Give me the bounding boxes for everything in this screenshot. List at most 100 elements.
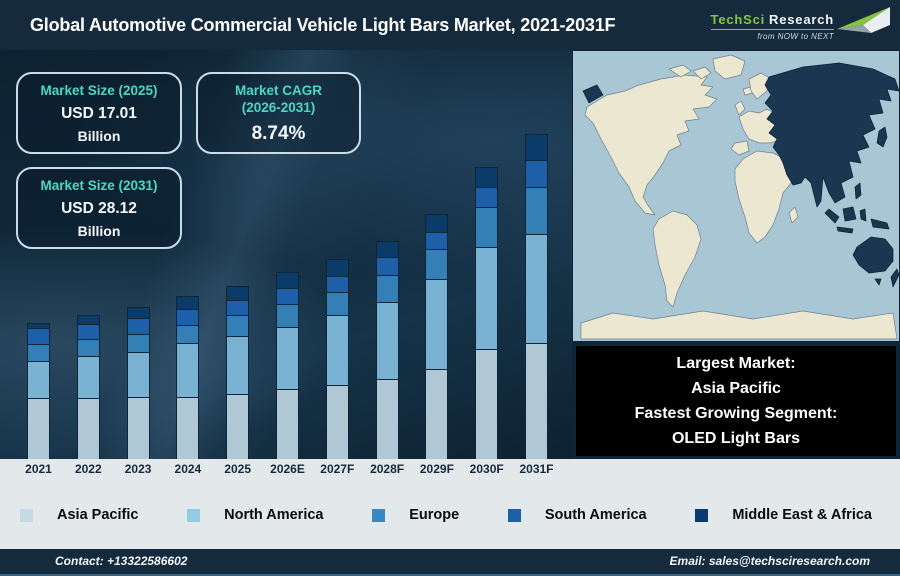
x-tick-2031f: 2031F [519,462,554,476]
market-callout-box: Largest Market: Asia Pacific Fastest Gro… [576,346,896,456]
region-scandinavia [748,72,772,100]
island-sumatra [824,208,840,224]
region-australia-highlight [852,236,894,274]
continent-south-america [652,210,702,308]
stat-label: Market Size (2025) [40,83,158,98]
logo-brand-secondary: Research [769,11,834,27]
segment-south-america [126,318,150,334]
segment-middle-east-africa [375,241,399,257]
segment-north-america [525,234,548,343]
segment-asia-pacific [126,397,150,459]
stat-card-market-size-2025: Market Size (2025) USD 17.01 Billion [16,72,182,154]
legend-swatch-middle-east-africa [695,508,709,522]
bar-2021 [27,323,50,459]
segment-asia-pacific [27,398,50,459]
logo-arrow-icon [837,7,890,33]
segment-south-america [27,328,50,344]
segment-north-america [475,247,499,349]
segment-middle-east-africa [425,214,449,232]
segment-europe [226,315,250,336]
segment-asia-pacific [226,394,250,459]
bar-2025 [226,286,250,459]
segment-north-america [425,279,449,369]
segment-south-america [276,288,299,304]
segment-middle-east-africa [475,167,499,187]
legend-item-asia-pacific: Asia Pacific [20,507,138,523]
legend-item-europe: Europe [372,507,459,523]
segment-north-america [375,302,399,379]
stat-label-line2: (2026-2031) [241,99,316,115]
region-asia-highlight [764,62,900,208]
segment-middle-east-africa [325,259,349,276]
x-tick-2029f: 2029F [419,462,454,476]
stat-label: Market Size (2031) [40,178,158,193]
segment-south-america [76,324,100,339]
callout-line-3: Fastest Growing Segment: [634,405,838,422]
segment-north-america [176,343,200,397]
island-madagascar [788,206,799,224]
stat-unit: Billion [77,128,121,144]
continent-antarctica [580,310,898,340]
stat-label: Market CAGR [234,82,323,98]
stat-card-market-size-2031: Market Size (2031) USD 28.12 Billion [16,167,182,249]
x-tick-2021: 2021 [25,462,52,476]
legend-label-asia-pacific: Asia Pacific [57,507,139,523]
segment-south-america [325,276,349,292]
segment-europe [276,304,299,327]
stat-value: USD 17.01 [61,105,137,122]
legend-label-north-america: North America [224,507,324,523]
footer-bar: Contact: +13322586602 Email: sales@techs… [0,549,900,576]
segment-middle-east-africa [276,272,299,288]
techsci-logo: TechSci Research from NOW to NEXT [710,4,892,48]
x-tick-2027f: 2027F [320,462,355,476]
segment-asia-pacific [76,398,100,459]
segment-asia-pacific [176,397,200,459]
segment-south-america [425,232,449,249]
segment-south-america [176,309,200,325]
map-panel: Largest Market: Asia Pacific Fastest Gro… [572,50,900,459]
legend-swatch-south-america [507,508,521,522]
segment-north-america [276,327,299,389]
bars-layer [0,50,572,459]
legend-label-middle-east-africa: Middle East & Africa [732,507,872,523]
world-map-svg [573,51,900,341]
segment-middle-east-africa [176,296,200,309]
stat-value: USD 28.12 [61,200,137,217]
island-new-guinea [870,218,890,230]
bar-2028f [375,241,399,459]
stat-card-cagr: Market CAGR (2026-2031) 8.74% [196,72,361,154]
segment-europe [76,339,100,356]
bar-2029f [425,214,449,459]
segment-europe [425,249,449,279]
island-sulawesi [859,208,867,222]
island-java [836,226,854,234]
segment-south-america [226,300,250,315]
segment-europe [176,325,200,343]
segment-europe [325,292,349,315]
footer-contact: Contact: +13322586602 [55,554,188,568]
segment-middle-east-africa [27,323,50,328]
island-arctic-2 [692,66,712,80]
legend-label-south-america: South America [544,507,647,523]
segment-middle-east-africa [76,315,100,324]
legend-swatch-asia-pacific [20,508,33,522]
segment-asia-pacific [425,369,449,459]
island-borneo [842,206,857,222]
legend-item-south-america: South America [507,507,647,523]
segment-north-america [27,361,50,398]
x-tick-2024: 2024 [174,462,202,476]
callout-line-2: Asia Pacific [691,380,781,397]
world-map [573,51,900,341]
island-japan [876,126,888,148]
segment-europe [27,344,50,361]
bar-2031f [525,134,548,459]
legend-swatch-north-america [187,508,201,522]
x-tick-2026e: 2026E [270,462,305,476]
segment-asia-pacific [375,379,399,459]
segment-south-america [475,187,499,207]
region-iberia [730,140,750,156]
segment-europe [375,275,399,302]
logo-brand-primary: TechSci [710,11,766,27]
logo-tagline: from NOW to NEXT [757,31,834,41]
